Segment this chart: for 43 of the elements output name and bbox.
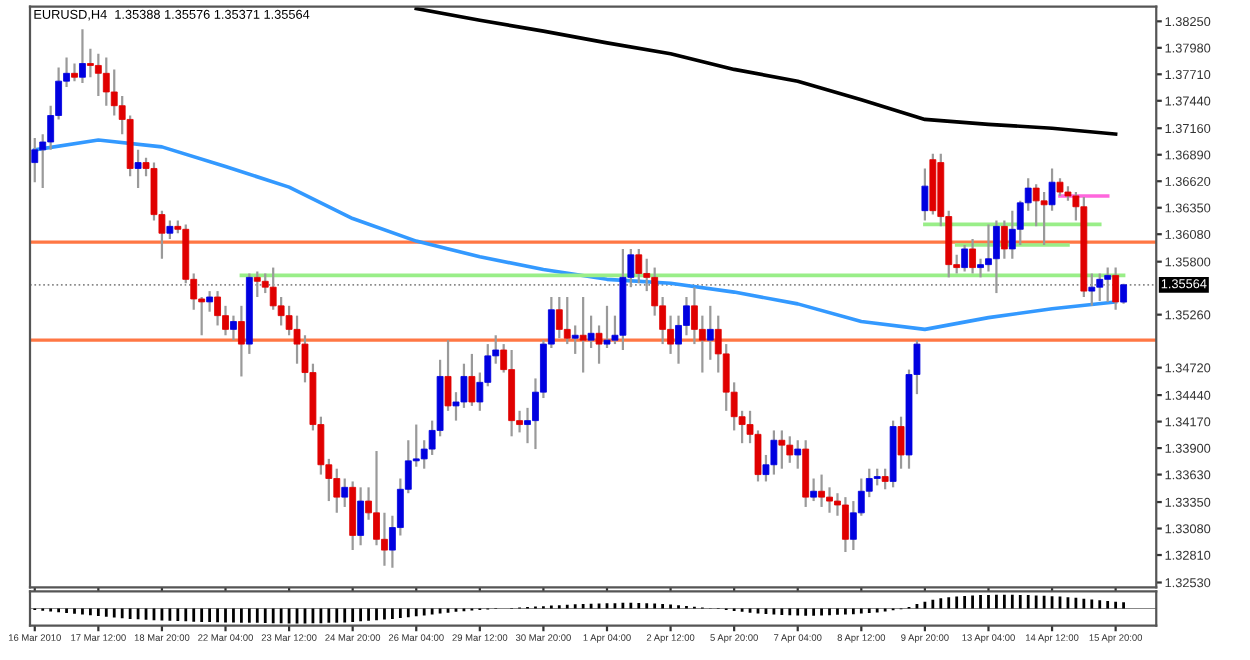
line-series (32, 138, 1118, 332)
candlestick (810, 477, 818, 503)
line-series (414, 6, 1118, 136)
candlestick (31, 136, 39, 184)
candlestick (770, 429, 778, 476)
candlestick (238, 304, 245, 378)
candlestick (786, 435, 794, 464)
candlestick (818, 473, 825, 509)
candlestick (253, 270, 261, 299)
candlestick (341, 477, 349, 509)
candlestick (166, 219, 174, 241)
candlestick (897, 415, 905, 470)
candlestick (1112, 266, 1120, 311)
candlestick (79, 28, 86, 85)
candlestick (993, 219, 1000, 295)
candlestick (357, 486, 365, 547)
candlestick (1040, 190, 1048, 247)
candlestick (1096, 272, 1104, 303)
candlestick (579, 295, 587, 374)
candlestick (1088, 272, 1096, 307)
candlestick (333, 467, 341, 514)
candlestick (1000, 219, 1008, 260)
candlestick (603, 304, 611, 350)
candlestick (921, 167, 929, 222)
candlestick (71, 62, 78, 83)
candlestick (969, 238, 976, 275)
candlestick (571, 324, 579, 356)
candlestick (563, 295, 571, 346)
candlestick (1104, 266, 1112, 304)
candlestick (468, 352, 476, 408)
candlestick (1008, 209, 1016, 260)
candlestick (842, 496, 849, 554)
candlestick (635, 247, 643, 285)
candlestick (555, 295, 563, 340)
candlestick (134, 148, 142, 190)
candlestick (706, 304, 714, 361)
candlestick (230, 314, 237, 342)
candlestick (214, 290, 221, 327)
candlestick (961, 243, 969, 273)
candlestick (794, 439, 802, 470)
candlestick (881, 467, 889, 491)
candlestick (778, 429, 786, 470)
candlestick (277, 295, 285, 327)
